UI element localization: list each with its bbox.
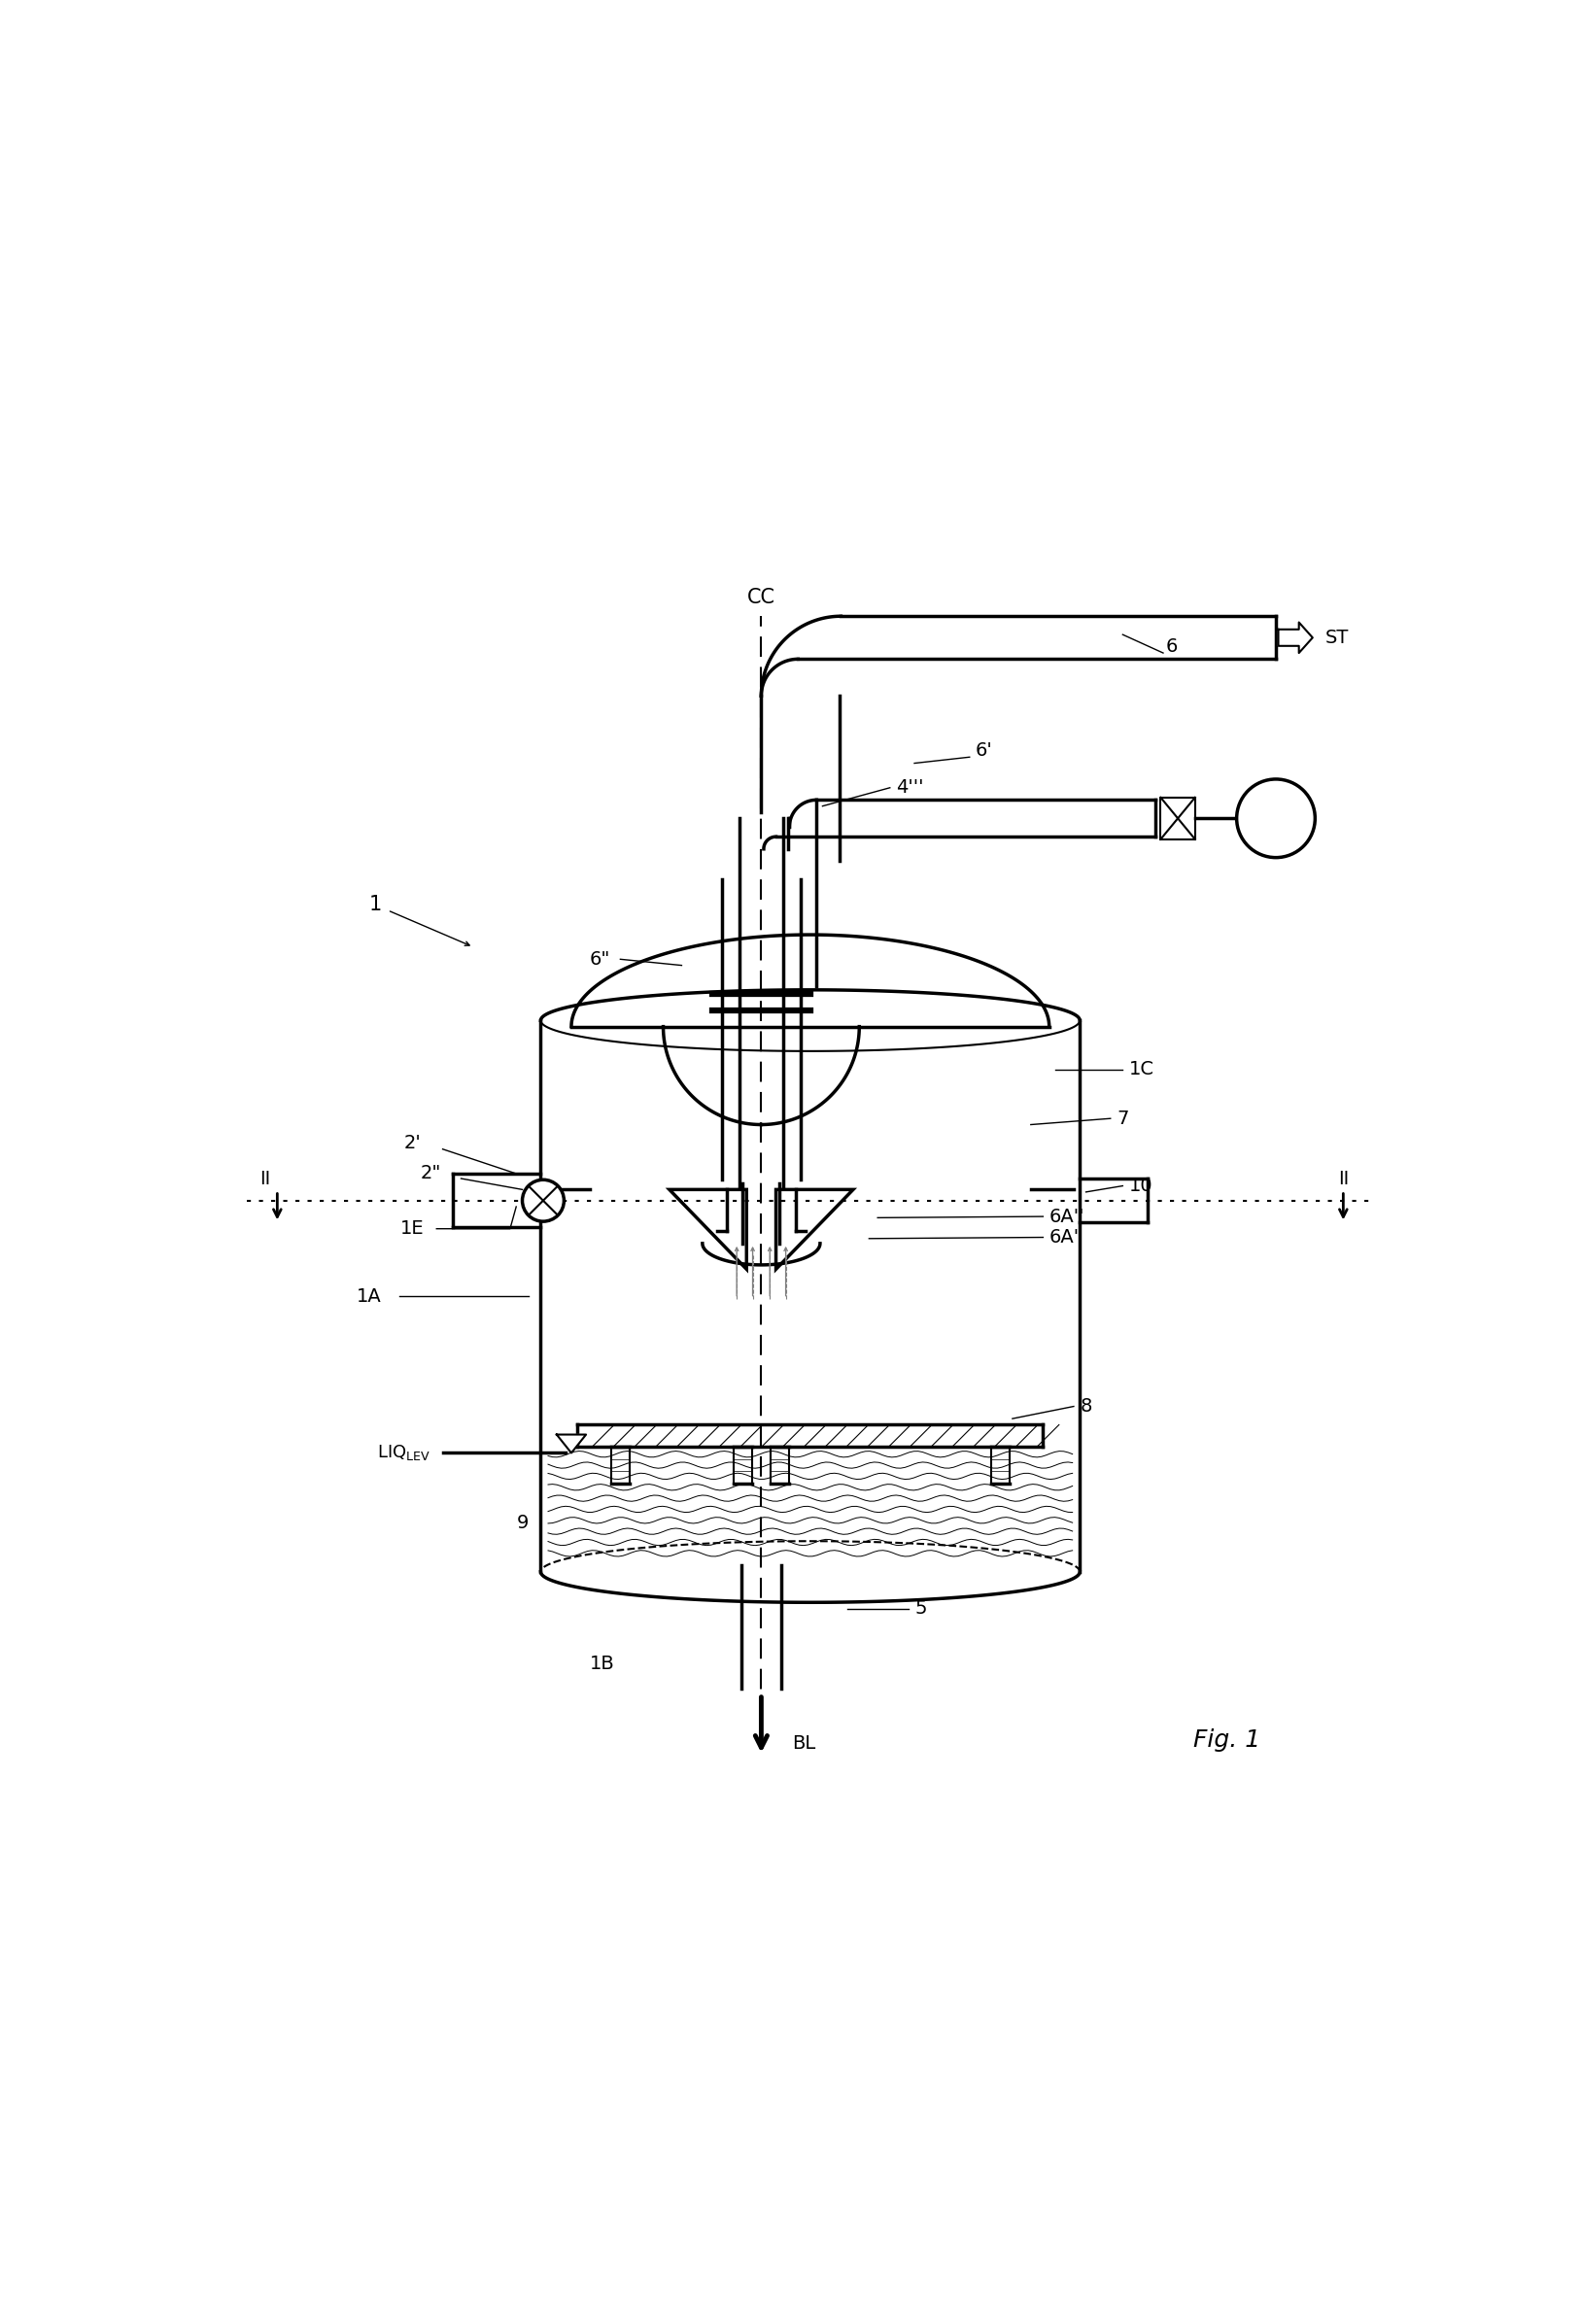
Text: 1B: 1B xyxy=(590,1655,615,1673)
Text: 1: 1 xyxy=(368,895,381,913)
Circle shape xyxy=(1236,779,1315,858)
Text: 6': 6' xyxy=(975,741,993,760)
Circle shape xyxy=(522,1181,564,1222)
Polygon shape xyxy=(557,1434,587,1452)
Text: II: II xyxy=(259,1169,270,1188)
Text: LIQ$_{\rm LEV}$: LIQ$_{\rm LEV}$ xyxy=(376,1443,430,1462)
Text: ST: ST xyxy=(1325,627,1349,646)
Text: 9: 9 xyxy=(517,1513,528,1532)
Text: 6A': 6A' xyxy=(1050,1227,1080,1246)
Text: 6": 6" xyxy=(590,951,610,969)
Text: 2': 2' xyxy=(403,1134,421,1153)
Text: 5: 5 xyxy=(914,1599,926,1618)
Text: 1C: 1C xyxy=(1129,1060,1154,1078)
Bar xyxy=(1160,797,1195,839)
Text: CC: CC xyxy=(748,588,775,607)
Text: HS: HS xyxy=(1262,809,1290,827)
Text: 1E: 1E xyxy=(400,1220,424,1239)
Text: II: II xyxy=(1338,1169,1349,1188)
Text: 4''': 4''' xyxy=(896,779,923,797)
Text: 8: 8 xyxy=(1080,1397,1092,1415)
Text: Fig. 1: Fig. 1 xyxy=(1194,1729,1260,1752)
Text: BL: BL xyxy=(792,1734,816,1752)
Text: 6: 6 xyxy=(1165,637,1178,655)
Text: 2": 2" xyxy=(421,1164,441,1183)
Polygon shape xyxy=(1279,623,1312,653)
Text: 1A: 1A xyxy=(357,1287,381,1306)
Text: 10: 10 xyxy=(1129,1176,1153,1195)
Text: 6A'': 6A'' xyxy=(1050,1206,1085,1225)
Text: 7: 7 xyxy=(1116,1109,1129,1127)
